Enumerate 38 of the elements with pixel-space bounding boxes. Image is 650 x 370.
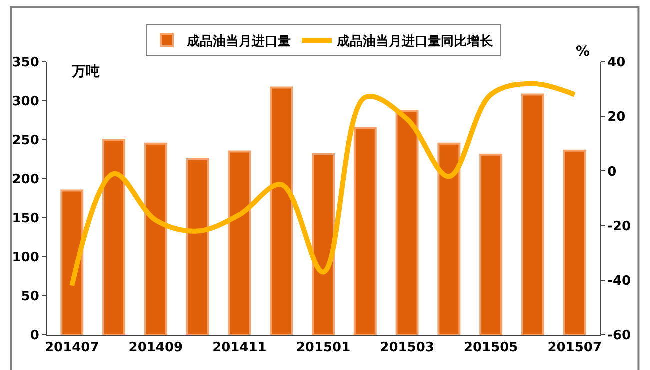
x-tick-label: 201503 [380, 340, 434, 356]
y2-tick-label: 0 [608, 164, 617, 180]
y2-tick-label: -60 [608, 328, 632, 344]
y2-axis-title: % [576, 44, 590, 60]
y-tick-label: 50 [21, 290, 40, 305]
y-tick-label: 200 [12, 172, 40, 188]
bar [480, 154, 503, 335]
x-tick-label: 201411 [212, 340, 267, 356]
y-tick-label: 150 [12, 212, 40, 227]
x-tick-label: 201501 [296, 340, 351, 356]
bar [354, 127, 377, 335]
y-tick-label: 350 [12, 56, 40, 71]
y2-tick-label: -40 [608, 274, 632, 289]
bar [186, 158, 210, 335]
bar [228, 150, 252, 335]
x-tick-label: 201505 [464, 340, 518, 356]
x-tick-label: 201407 [45, 340, 100, 356]
bar [270, 86, 294, 335]
bar [522, 94, 544, 335]
bar [144, 142, 168, 335]
x-tick-label: 201409 [128, 340, 184, 356]
bar [60, 190, 84, 335]
y-tick-label: 300 [12, 94, 40, 110]
bar [396, 110, 419, 335]
bar [438, 142, 461, 335]
bar [312, 153, 335, 335]
legend-label: 成品油当月进口量 [186, 34, 291, 50]
y2-tick-label: 20 [608, 110, 626, 126]
y-axis-title: 万吨 [71, 64, 100, 80]
y-tick-label: 250 [12, 134, 40, 149]
bar [563, 150, 586, 335]
y-tick-label: 100 [12, 250, 40, 266]
y2-tick-label: 40 [608, 56, 626, 71]
bar [102, 139, 126, 335]
x-tick-label: 201507 [548, 340, 602, 356]
legend-label: 成品油当月进口量同比增长 [336, 34, 494, 50]
y-tick-label: 0 [30, 328, 40, 344]
y2-tick-label: -20 [608, 219, 632, 234]
